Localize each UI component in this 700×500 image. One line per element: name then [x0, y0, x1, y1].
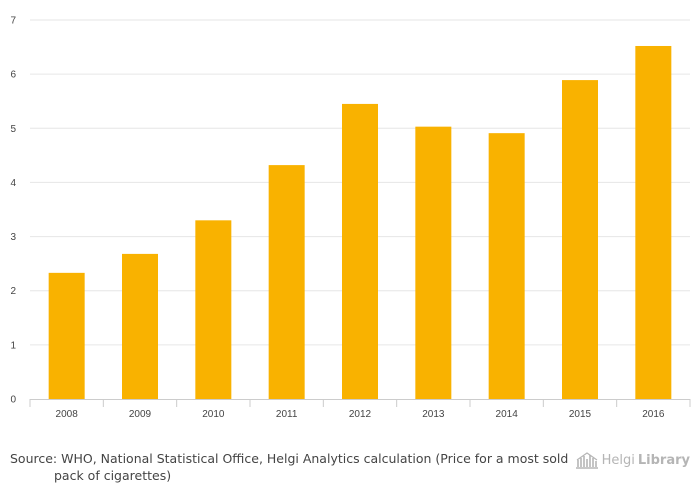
bar	[195, 220, 232, 399]
bar	[48, 272, 85, 399]
y-tick-label: 1	[10, 340, 16, 351]
x-tick-labels: 2008 2009 2010 2011 2012 2013 2014 2015 2016	[56, 409, 665, 420]
logo-text-helgi: Helgi	[601, 452, 635, 468]
x-tick-label: 2016	[642, 409, 665, 420]
bar	[122, 253, 158, 399]
library-building-icon	[575, 451, 599, 469]
x-tick-label: 2008	[56, 409, 79, 420]
y-tick-label: 6	[10, 70, 16, 81]
x-tick-label: 2011	[276, 409, 298, 420]
bar	[488, 133, 525, 399]
x-tick-label: 2013	[422, 409, 445, 420]
x-tick-label: 2010	[202, 409, 225, 420]
x-tick-label: 2009	[129, 409, 152, 420]
bar	[635, 45, 672, 399]
bars	[48, 45, 672, 400]
bar	[342, 103, 378, 400]
bar	[415, 126, 452, 399]
bar	[268, 165, 305, 399]
x-tick-label: 2012	[349, 409, 372, 420]
logo-text-library: Library	[637, 452, 690, 468]
y-tick-label: 7	[10, 16, 16, 27]
bar	[562, 80, 598, 399]
y-tick-label: 0	[10, 395, 16, 406]
y-tick-label: 5	[10, 124, 16, 135]
y-tick-labels: 0 1 2 3 4 5 6 7	[10, 16, 16, 406]
y-tick-label: 4	[10, 178, 16, 189]
x-axis	[29, 399, 691, 407]
bar-chart: 0 1 2 3 4 5 6 7 2008 2009 2010 2011 2012 2013 2014 201…	[10, 16, 691, 420]
helgi-library-logo: Helgi Library	[575, 450, 690, 470]
y-tick-label: 3	[10, 232, 16, 243]
x-tick-label: 2014	[496, 409, 519, 420]
y-tick-label: 2	[10, 286, 16, 297]
x-tick-label: 2015	[569, 409, 592, 420]
source-note: Source: WHO, National Statistical Office…	[10, 451, 569, 483]
